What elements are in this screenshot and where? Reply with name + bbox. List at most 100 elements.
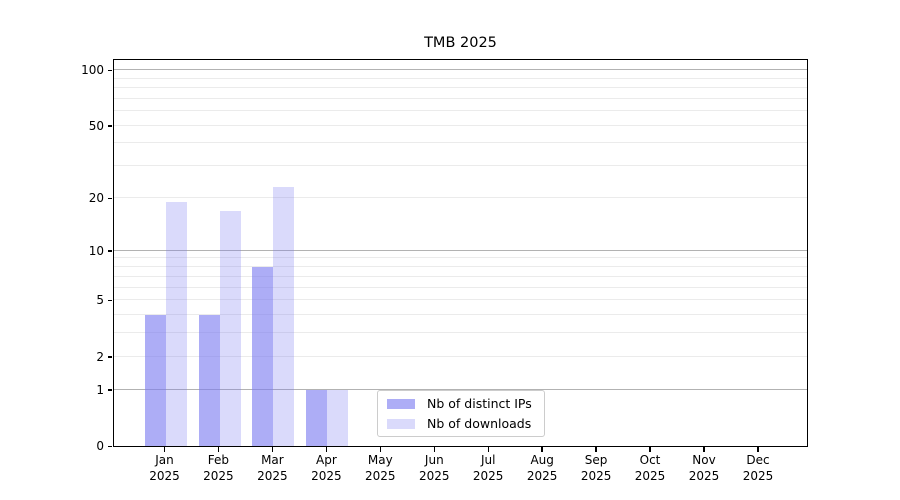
gridline-minor-40 — [114, 142, 807, 144]
gridline-minor-7 — [114, 275, 807, 277]
x-tick-label-year: 2025 — [634, 468, 666, 483]
x-tick-label-month: Apr — [316, 453, 337, 467]
x-tick-label-nov: Nov 2025 — [674, 453, 734, 484]
x-tick-label-dec: Dec 2025 — [728, 453, 788, 484]
bar-downloads-mar — [273, 187, 295, 446]
y-tick-5 — [107, 299, 112, 301]
legend-swatch-downloads — [387, 418, 415, 429]
x-tick-label-month: Jun — [424, 453, 444, 467]
x-tick-jan — [163, 447, 166, 452]
legend-swatch-distinct-ips — [387, 398, 415, 409]
y-tick-100 — [107, 69, 112, 71]
gridline-major-1 — [114, 388, 807, 390]
y-tick-label-50: 50 — [88, 118, 104, 133]
x-tick-label-month: Dec — [746, 453, 770, 467]
x-tick-label-aug: Aug 2025 — [512, 453, 572, 484]
x-tick-label-year: 2025 — [419, 468, 450, 483]
y-tick-label-1: 1 — [96, 382, 104, 397]
gridline-minor-20 — [114, 197, 807, 198]
x-tick-label-sep: Sep 2025 — [566, 453, 626, 484]
bar-downloads-feb — [219, 210, 241, 446]
gridline-minor-70 — [114, 97, 807, 99]
gridline-minor-90 — [114, 77, 807, 79]
x-tick-label-month: Sep — [584, 453, 608, 467]
y-tick-20 — [107, 197, 112, 199]
chart-title: TMB 2025 — [424, 35, 497, 51]
x-tick-label-month: Feb — [207, 453, 230, 467]
legend-label-distinct-ips: Nb of distinct IPs — [427, 396, 532, 411]
bar-distinct-ips-jan — [144, 314, 166, 446]
x-tick-label-jan: Jan 2025 — [135, 453, 195, 484]
gridline-minor-8 — [114, 266, 807, 267]
x-tick-apr — [325, 447, 328, 452]
x-tick-label-year: 2025 — [526, 468, 558, 483]
x-tick-label-year: 2025 — [742, 468, 774, 483]
gridline-minor-5 — [114, 299, 807, 300]
gridline-minor-9 — [114, 257, 807, 259]
x-tick-label-year: 2025 — [311, 468, 342, 483]
x-tick-nov — [703, 447, 705, 452]
x-tick-label-year: 2025 — [365, 468, 396, 483]
y-tick-label-2: 2 — [96, 349, 104, 364]
y-tick-1 — [107, 389, 112, 391]
x-tick-label-oct: Oct 2025 — [620, 453, 680, 484]
y-tick-2 — [107, 356, 112, 358]
bar-downloads-jan — [165, 201, 187, 446]
legend-label-downloads: Nb of downloads — [427, 416, 532, 431]
x-tick-label-month: Aug — [530, 453, 554, 467]
bar-downloads-apr — [327, 389, 349, 446]
bar-distinct-ips-feb — [198, 314, 220, 446]
x-tick-label-year: 2025 — [257, 468, 288, 483]
gridline-minor-2 — [114, 355, 807, 357]
x-tick-label-month: Nov — [692, 453, 716, 467]
gridline-minor-80 — [114, 87, 807, 88]
x-tick-label-may: May 2025 — [350, 453, 410, 484]
x-tick-label-mar: Mar 2025 — [242, 453, 302, 484]
x-tick-label-month: Jan — [155, 453, 174, 467]
y-tick-50 — [107, 125, 112, 127]
x-tick-may — [379, 447, 382, 452]
legend: Nb of distinct IPs Nb of downloads — [377, 390, 545, 437]
y-tick-label-100: 100 — [81, 63, 104, 77]
x-tick-label-month: May — [367, 453, 393, 467]
x-tick-aug — [541, 447, 543, 452]
y-tick-label-20: 20 — [88, 191, 104, 205]
x-tick-label-jul: Jul 2025 — [458, 453, 518, 484]
legend-entry-downloads: Nb of downloads — [387, 416, 535, 431]
y-tick-0 — [107, 445, 112, 447]
x-tick-dec — [757, 447, 759, 452]
gridline-minor-4 — [114, 313, 807, 315]
x-tick-label-year: 2025 — [472, 468, 504, 483]
x-tick-feb — [217, 447, 220, 452]
y-tick-label-5: 5 — [96, 293, 104, 307]
x-tick-label-jun: Jun 2025 — [404, 453, 464, 484]
x-tick-label-year: 2025 — [149, 468, 180, 483]
gridline-minor-6 — [114, 286, 807, 288]
x-tick-jul — [487, 447, 489, 452]
gridline-major-100 — [114, 69, 807, 70]
plot-area: Nb of distinct IPs Nb of downloads — [113, 59, 808, 447]
x-tick-label-feb: Feb 2025 — [188, 453, 248, 484]
y-tick-label-10: 10 — [88, 243, 104, 258]
gridline-minor-30 — [114, 165, 807, 167]
bar-distinct-ips-apr — [306, 389, 328, 446]
y-tick-label-0: 0 — [96, 439, 104, 453]
y-tick-10 — [107, 250, 112, 252]
legend-entry-distinct-ips: Nb of distinct IPs — [387, 396, 535, 411]
x-tick-label-year: 2025 — [203, 468, 234, 483]
x-tick-jun — [433, 447, 435, 452]
x-tick-sep — [595, 447, 597, 452]
gridline-minor-60 — [114, 110, 807, 112]
x-tick-label-month: Oct — [639, 453, 661, 467]
x-tick-label-month: Mar — [261, 453, 284, 467]
gridline-major-10 — [114, 249, 807, 251]
gridline-minor-3 — [114, 332, 807, 334]
x-tick-label-year: 2025 — [580, 468, 612, 483]
x-tick-label-year: 2025 — [688, 468, 720, 483]
x-tick-label-apr: Apr 2025 — [296, 453, 356, 484]
x-tick-oct — [649, 447, 651, 452]
bar-distinct-ips-mar — [252, 267, 274, 446]
gridline-minor-50 — [114, 124, 807, 126]
x-tick-label-month: Jul — [480, 453, 496, 467]
